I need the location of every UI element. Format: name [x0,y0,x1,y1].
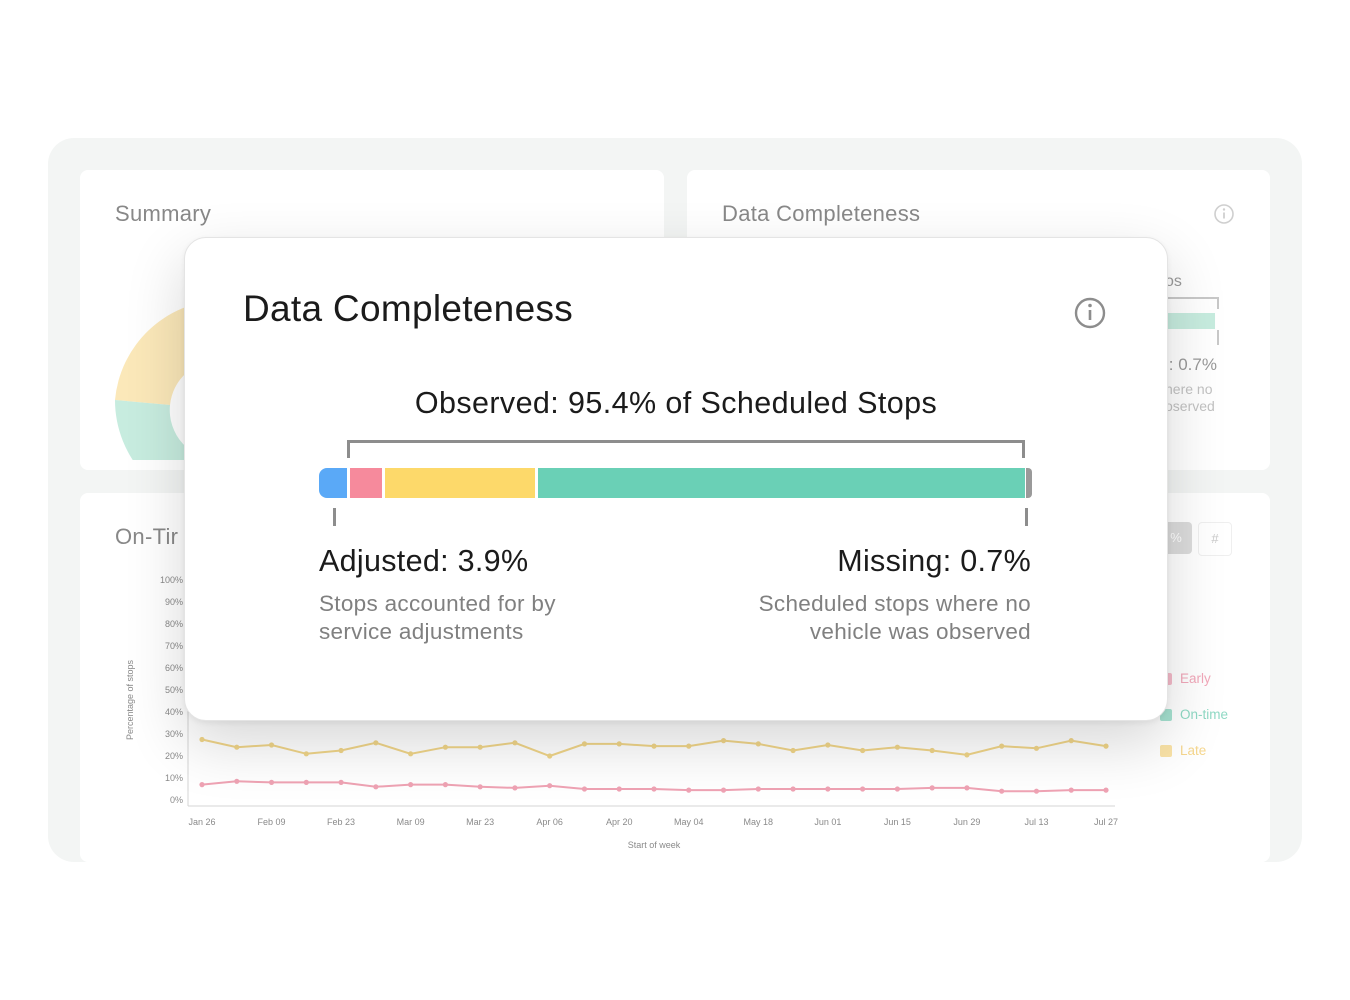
missing-label: Missing: 0.7% [837,544,1031,578]
observed-bracket [347,440,1025,458]
adjusted-label: Adjusted: 3.9% [319,544,529,578]
popup-title: Data Completeness [243,288,574,329]
missing-tick [1025,508,1028,526]
partial-bar [1165,313,1215,329]
adjusted-description: Stops accounted for by service adjustmen… [319,590,556,646]
bar-segment-observed-yellow [385,468,535,498]
on-time-title: On-Tir [115,524,179,549]
summary-title: Summary [115,201,212,226]
partial-text-stops: os [1165,273,1182,290]
observed-label: Observed: 95.4% of Scheduled Stops [414,386,938,420]
data-completeness-card-title: Data Completeness [722,201,921,226]
bar-segment-adjusted-pink [350,468,382,498]
partial-text-observed: oserved [1165,398,1215,414]
partial-tick [1217,330,1219,345]
bar-segment-adjusted-blue [319,468,347,498]
adjusted-desc-line-2: service adjustments [319,619,524,644]
partial-text-where: here no [1165,381,1213,397]
legend-late-swatch [1160,744,1172,757]
bar-segment-missing [1026,468,1032,498]
legend-on-time[interactable]: On-time [1160,707,1228,722]
legend-late[interactable]: Late [1160,743,1206,758]
data-completeness-popup: Data Completeness Observed: 95.4% of Sch… [184,237,1168,721]
partial-bracket [1165,297,1219,309]
adjusted-desc-line-1: Stops accounted for by [319,591,556,616]
legend-early-label: Early [1180,671,1211,686]
legend-on-time-label: On-time [1180,707,1229,722]
toggle-count-button[interactable]: # [1198,522,1232,556]
partial-text-missing: j: 0.7% [1165,355,1217,374]
info-icon[interactable] [1073,296,1107,330]
missing-desc-line-1: Scheduled stops where no [758,591,1031,616]
missing-description: Scheduled stops where no vehicle was obs… [759,590,1031,646]
adjusted-tick [333,508,336,526]
bar-segment-observed-green [538,468,1025,498]
missing-desc-line-2: vehicle was observed [809,619,1031,644]
legend-late-label: Late [1180,743,1207,758]
completeness-bar [319,468,1033,498]
info-icon[interactable] [1213,203,1235,225]
